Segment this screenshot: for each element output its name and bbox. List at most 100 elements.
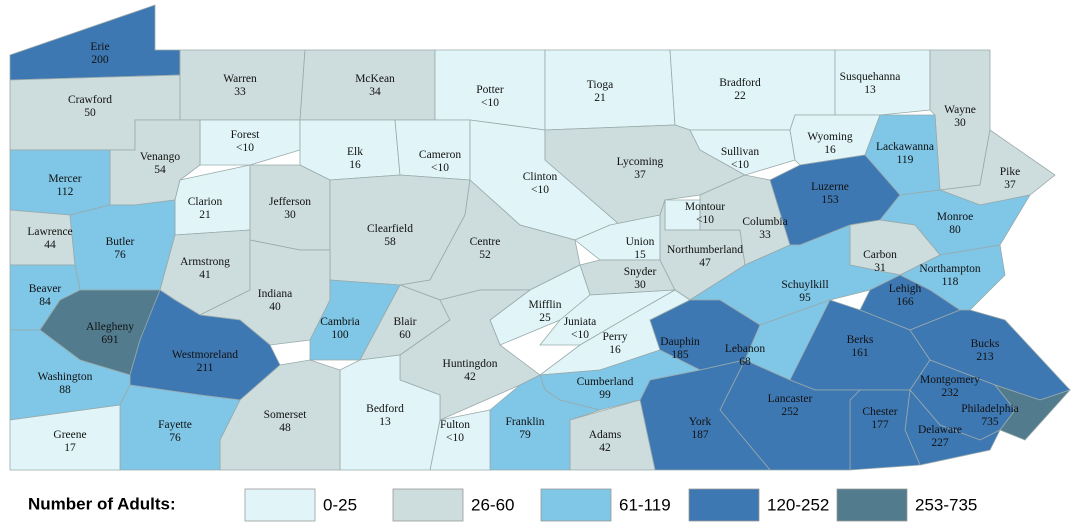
county-name: Mifflin bbox=[528, 299, 561, 311]
legend-label: 61-119 bbox=[619, 495, 671, 514]
legend-label: 253-735 bbox=[915, 495, 977, 514]
county-value: 213 bbox=[976, 351, 994, 363]
county-name: Cumberland bbox=[577, 376, 634, 388]
county-value: <10 bbox=[446, 432, 464, 444]
county-value: 16 bbox=[609, 344, 621, 356]
county-value: 16 bbox=[824, 144, 836, 156]
county-name: Adams bbox=[589, 429, 622, 441]
county-value: 48 bbox=[279, 422, 291, 434]
county-name: Centre bbox=[470, 236, 501, 248]
legend-label: 0-25 bbox=[323, 495, 357, 514]
county-name: Bradford bbox=[719, 77, 761, 89]
county-name: Cameron bbox=[419, 149, 461, 161]
county-value: <10 bbox=[481, 97, 499, 109]
county-name: Indiana bbox=[258, 288, 292, 300]
county-value: 52 bbox=[479, 249, 491, 261]
county-value: 40 bbox=[269, 301, 281, 313]
county-name: Allegheny bbox=[86, 321, 134, 333]
county-name: Carbon bbox=[863, 249, 897, 261]
county-value: 37 bbox=[634, 169, 646, 181]
county-value: <10 bbox=[731, 159, 749, 171]
county-name: Juniata bbox=[564, 316, 597, 328]
county-name: Washington bbox=[38, 371, 93, 383]
county bbox=[993, 384, 1072, 441]
county-value: 68 bbox=[739, 356, 751, 368]
county-name: Wayne bbox=[944, 104, 976, 116]
county-name: Sullivan bbox=[721, 146, 760, 158]
legend-swatch bbox=[540, 488, 612, 522]
county-value: 735 bbox=[981, 416, 999, 428]
county-name: Armstrong bbox=[180, 256, 230, 268]
county-value: 33 bbox=[759, 229, 771, 241]
county-name: Schuylkill bbox=[781, 279, 828, 291]
county-value: 187 bbox=[691, 429, 709, 441]
county-name: Northampton bbox=[919, 263, 981, 275]
legend: 0-25 26-60 61-119 120-252 253-735 bbox=[244, 488, 977, 522]
county-value: 30 bbox=[284, 209, 296, 221]
county-value: 58 bbox=[384, 236, 396, 248]
county-value: 31 bbox=[874, 262, 886, 274]
county-name: Perry bbox=[603, 331, 628, 343]
county-name: Blair bbox=[394, 316, 417, 328]
county-value: 100 bbox=[331, 329, 349, 341]
legend-swatch bbox=[392, 488, 464, 522]
county-value: 13 bbox=[864, 84, 876, 96]
county-value: 79 bbox=[519, 429, 531, 441]
county-value: 37 bbox=[1004, 179, 1016, 191]
county-value: 177 bbox=[871, 419, 889, 431]
county-name: Forest bbox=[231, 129, 261, 141]
county-value: 25 bbox=[539, 312, 551, 324]
county-name: Butler bbox=[106, 236, 135, 248]
county-value: 13 bbox=[379, 416, 391, 428]
county-name: Fulton bbox=[440, 419, 470, 431]
county-name: Mercer bbox=[48, 173, 81, 185]
county-name: Lehigh bbox=[889, 283, 922, 295]
county-name: Fayette bbox=[158, 419, 192, 431]
county bbox=[688, 224, 902, 326]
county-name: McKean bbox=[355, 73, 395, 85]
county-name: Jefferson bbox=[269, 196, 311, 208]
county-value: 44 bbox=[44, 239, 56, 251]
county-value: 112 bbox=[57, 186, 74, 198]
county-name: Venango bbox=[140, 151, 180, 163]
legend-swatch bbox=[836, 488, 908, 522]
county-value: 119 bbox=[897, 154, 914, 166]
county-name: Lebanon bbox=[725, 343, 765, 355]
county bbox=[9, 404, 121, 471]
county-value: 41 bbox=[199, 269, 211, 281]
county-value: 691 bbox=[101, 334, 119, 346]
county-value: 22 bbox=[734, 90, 746, 102]
county-value: <10 bbox=[696, 214, 714, 226]
county-value: 42 bbox=[599, 442, 611, 454]
county-name: Lawrence bbox=[27, 226, 72, 238]
county-name: Huntingdon bbox=[443, 358, 498, 370]
county-value: 161 bbox=[851, 347, 869, 359]
county-value: 166 bbox=[896, 296, 914, 308]
county-value: 42 bbox=[464, 371, 476, 383]
county-name: Erie bbox=[90, 41, 109, 53]
county-value: <10 bbox=[571, 329, 589, 341]
county-name: Greene bbox=[53, 429, 86, 441]
county-name: Pike bbox=[1000, 166, 1020, 178]
county-name: Dauphin bbox=[660, 336, 700, 348]
county-value: 34 bbox=[369, 86, 381, 98]
county-name: Beaver bbox=[29, 283, 62, 295]
county-name: Delaware bbox=[918, 424, 962, 436]
county-layer bbox=[9, 4, 1072, 471]
county-value: 88 bbox=[59, 384, 71, 396]
county-name: Union bbox=[626, 236, 655, 248]
legend-title: Number of Adults: bbox=[28, 494, 176, 513]
county-name: York bbox=[689, 416, 712, 428]
county-value: 200 bbox=[91, 54, 109, 66]
legend-swatch bbox=[688, 488, 760, 522]
county-name: Susquehanna bbox=[840, 71, 901, 83]
county-value: 211 bbox=[197, 362, 214, 374]
county-name: Lycoming bbox=[617, 156, 664, 168]
county-name: Monroe bbox=[937, 211, 973, 223]
county-name: Clinton bbox=[523, 171, 558, 183]
county-name: Tioga bbox=[587, 79, 613, 91]
county-name: Somerset bbox=[264, 409, 308, 421]
county-name: Luzerne bbox=[811, 181, 849, 193]
county-value: 95 bbox=[799, 292, 811, 304]
county-value: 30 bbox=[634, 279, 646, 291]
